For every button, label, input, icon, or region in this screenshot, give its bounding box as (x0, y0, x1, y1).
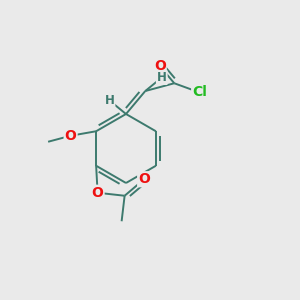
Text: H: H (157, 71, 167, 84)
Text: O: O (65, 129, 76, 143)
Text: O: O (138, 172, 150, 186)
Text: O: O (154, 59, 166, 73)
Text: H: H (105, 94, 114, 107)
Text: Cl: Cl (192, 85, 207, 100)
Text: O: O (92, 186, 103, 200)
